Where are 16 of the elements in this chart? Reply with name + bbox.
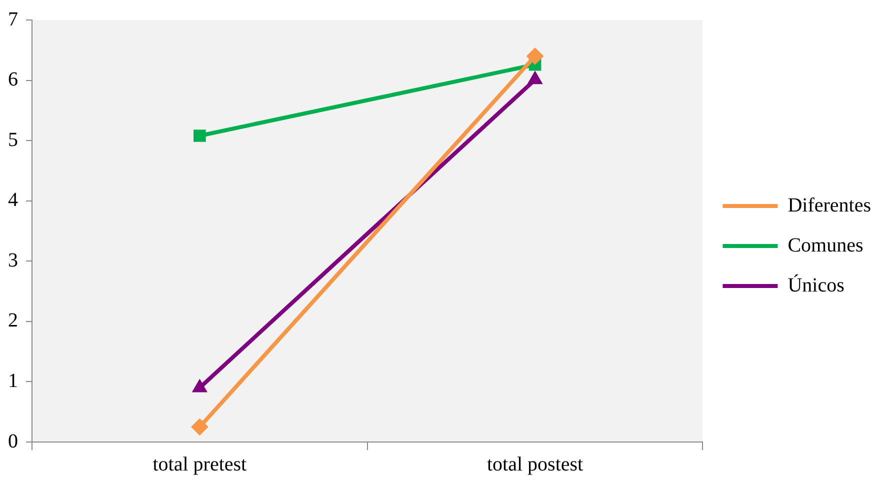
x-tick-label: total postest [486, 453, 584, 476]
point [526, 48, 544, 65]
legend-label: Diferentes [788, 194, 872, 216]
y-tick-label: 5 [8, 128, 18, 151]
y-tick-label: 2 [8, 310, 18, 332]
legend-label: Comunes [788, 234, 864, 256]
y-tick-label: 0 [8, 430, 18, 452]
y-tick-label: 4 [8, 189, 18, 212]
legend-label: Únicos [788, 273, 845, 296]
y-tick-label: 7 [8, 8, 18, 30]
point [194, 130, 206, 142]
y-tick-label: 6 [8, 68, 18, 91]
y-tick-label: 1 [8, 370, 18, 392]
y-tick-label: 3 [8, 249, 18, 272]
x-tick-label: total pretest [152, 453, 248, 476]
point [191, 418, 208, 436]
